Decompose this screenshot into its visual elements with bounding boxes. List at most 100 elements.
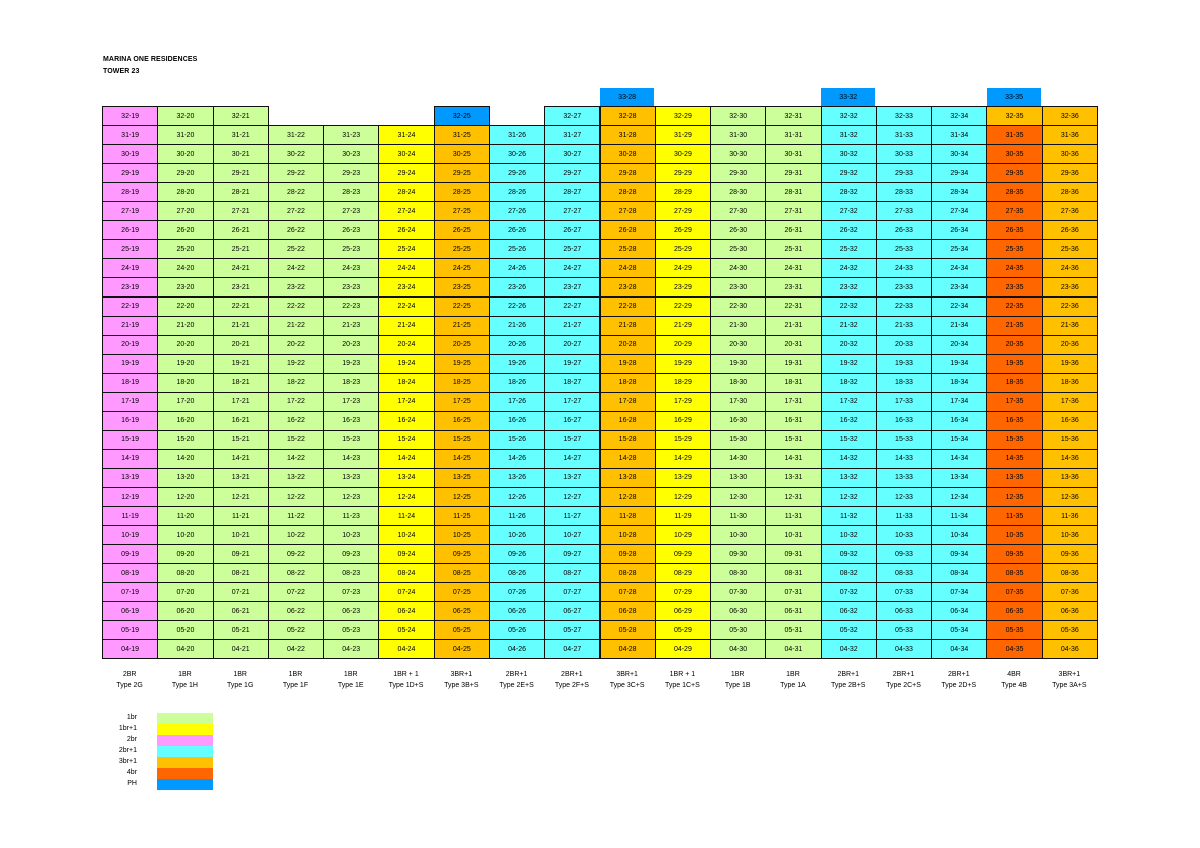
unit-cell[interactable]: 20-36 <box>1041 334 1098 355</box>
unit-cell[interactable]: 17-23 <box>323 391 380 412</box>
unit-cell[interactable]: 14-23 <box>323 448 380 469</box>
unit-cell[interactable]: 06-32 <box>820 601 877 622</box>
unit-cell[interactable]: 23-33 <box>875 277 933 298</box>
unit-cell[interactable]: 24-31 <box>765 258 822 279</box>
unit-cell[interactable]: 22-31 <box>765 296 822 317</box>
unit-cell[interactable]: 09-23 <box>323 544 380 565</box>
unit-cell[interactable]: 21-21 <box>212 315 269 336</box>
unit-cell[interactable]: 30-24 <box>378 144 435 165</box>
unit-cell[interactable]: 23-35 <box>986 277 1043 298</box>
unit-cell[interactable]: 25-27 <box>544 239 601 260</box>
unit-cell[interactable]: 13-24 <box>378 467 435 488</box>
unit-cell[interactable]: 05-27 <box>544 620 601 641</box>
unit-cell[interactable]: 18-35 <box>986 372 1043 393</box>
unit-cell[interactable]: 10-36 <box>1041 525 1098 546</box>
unit-cell[interactable]: 07-24 <box>378 582 435 603</box>
unit-cell[interactable]: 11-21 <box>212 506 269 527</box>
unit-cell[interactable]: 17-22 <box>267 391 325 412</box>
unit-cell[interactable]: 04-30 <box>710 639 767 660</box>
unit-cell[interactable]: 27-25 <box>433 201 490 222</box>
unit-cell[interactable]: 19-30 <box>710 353 767 374</box>
unit-cell[interactable]: 16-31 <box>765 410 822 431</box>
unit-cell[interactable]: 20-21 <box>212 334 269 355</box>
unit-cell[interactable]: 21-22 <box>267 315 325 336</box>
unit-cell[interactable]: 25-31 <box>765 239 822 260</box>
unit-cell[interactable]: 05-34 <box>931 620 988 641</box>
unit-cell[interactable]: 29-21 <box>212 163 269 184</box>
unit-cell[interactable]: 24-35 <box>986 258 1043 279</box>
unit-cell[interactable]: 14-27 <box>544 448 601 469</box>
unit-cell[interactable]: 08-22 <box>267 563 325 584</box>
unit-cell[interactable]: 20-28 <box>599 334 656 355</box>
unit-cell[interactable]: 18-19 <box>102 372 159 393</box>
unit-cell[interactable]: 14-35 <box>986 448 1043 469</box>
unit-cell[interactable]: 12-31 <box>765 487 822 508</box>
unit-cell[interactable]: 17-30 <box>710 391 767 412</box>
unit-cell[interactable]: 22-23 <box>323 296 380 317</box>
unit-cell[interactable]: 05-19 <box>102 620 159 641</box>
unit-cell[interactable]: 10-27 <box>544 525 601 546</box>
unit-cell[interactable]: 31-32 <box>820 125 877 146</box>
unit-cell[interactable]: 15-32 <box>820 429 877 450</box>
unit-cell[interactable]: 09-28 <box>599 544 656 565</box>
unit-cell[interactable]: 12-25 <box>433 487 490 508</box>
unit-cell[interactable]: 07-32 <box>820 582 877 603</box>
unit-cell[interactable]: 08-32 <box>820 563 877 584</box>
unit-cell[interactable]: 06-28 <box>599 601 656 622</box>
unit-cell[interactable]: 15-22 <box>267 429 325 450</box>
unit-cell[interactable]: 07-31 <box>765 582 822 603</box>
unit-cell[interactable]: 13-36 <box>1041 467 1098 488</box>
unit-cell[interactable]: 29-32 <box>820 163 877 184</box>
unit-cell[interactable]: 04-28 <box>599 639 656 660</box>
unit-cell[interactable]: 29-36 <box>1041 163 1098 184</box>
unit-cell[interactable]: 28-19 <box>102 182 159 203</box>
unit-cell[interactable]: 27-28 <box>599 201 656 222</box>
unit-cell[interactable]: 31-33 <box>875 125 933 146</box>
unit-cell[interactable]: 30-23 <box>323 144 380 165</box>
unit-cell[interactable]: 16-22 <box>267 410 325 431</box>
unit-cell[interactable]: 19-25 <box>433 353 490 374</box>
unit-cell[interactable]: 16-33 <box>875 410 933 431</box>
unit-cell[interactable]: 29-28 <box>599 163 656 184</box>
unit-cell[interactable]: 27-29 <box>654 201 712 222</box>
unit-cell[interactable]: 24-24 <box>378 258 435 279</box>
unit-cell[interactable]: 26-33 <box>875 220 933 241</box>
unit-cell[interactable]: 31-31 <box>765 125 822 146</box>
unit-cell[interactable]: 15-35 <box>986 429 1043 450</box>
unit-cell[interactable]: 05-30 <box>710 620 767 641</box>
unit-cell[interactable]: 31-28 <box>599 125 656 146</box>
unit-cell[interactable]: 22-19 <box>102 296 159 317</box>
unit-cell[interactable]: 10-29 <box>654 525 712 546</box>
unit-cell[interactable]: 30-36 <box>1041 144 1098 165</box>
unit-cell[interactable]: 10-20 <box>157 525 214 546</box>
unit-cell[interactable]: 23-24 <box>378 277 435 298</box>
unit-cell[interactable]: 10-23 <box>323 525 380 546</box>
unit-cell[interactable]: 11-20 <box>157 506 214 527</box>
unit-cell[interactable]: 04-21 <box>212 639 269 660</box>
unit-cell[interactable]: 22-21 <box>212 296 269 317</box>
unit-cell[interactable]: 07-25 <box>433 582 490 603</box>
unit-cell[interactable]: 13-34 <box>931 467 988 488</box>
unit-cell[interactable]: 19-35 <box>986 353 1043 374</box>
unit-cell[interactable]: 16-26 <box>488 410 546 431</box>
unit-cell[interactable]: 12-21 <box>212 487 269 508</box>
unit-cell[interactable]: 11-26 <box>488 506 546 527</box>
unit-cell[interactable]: 14-25 <box>433 448 490 469</box>
unit-cell[interactable]: 15-25 <box>433 429 490 450</box>
unit-cell[interactable]: 06-33 <box>875 601 933 622</box>
unit-cell[interactable]: 16-30 <box>710 410 767 431</box>
unit-cell[interactable]: 04-24 <box>378 639 435 660</box>
unit-cell[interactable]: 30-34 <box>931 144 988 165</box>
unit-cell[interactable]: 25-35 <box>986 239 1043 260</box>
unit-cell[interactable]: 16-28 <box>599 410 656 431</box>
unit-cell[interactable]: 24-26 <box>488 258 546 279</box>
unit-cell[interactable]: 31-36 <box>1041 125 1098 146</box>
unit-cell[interactable]: 14-24 <box>378 448 435 469</box>
unit-cell[interactable]: 07-28 <box>599 582 656 603</box>
unit-cell[interactable]: 19-22 <box>267 353 325 374</box>
unit-cell[interactable]: 17-28 <box>599 391 656 412</box>
unit-cell[interactable]: 10-21 <box>212 525 269 546</box>
unit-cell[interactable]: 22-33 <box>875 296 933 317</box>
unit-cell[interactable]: 21-19 <box>102 315 159 336</box>
unit-cell[interactable]: 13-21 <box>212 467 269 488</box>
